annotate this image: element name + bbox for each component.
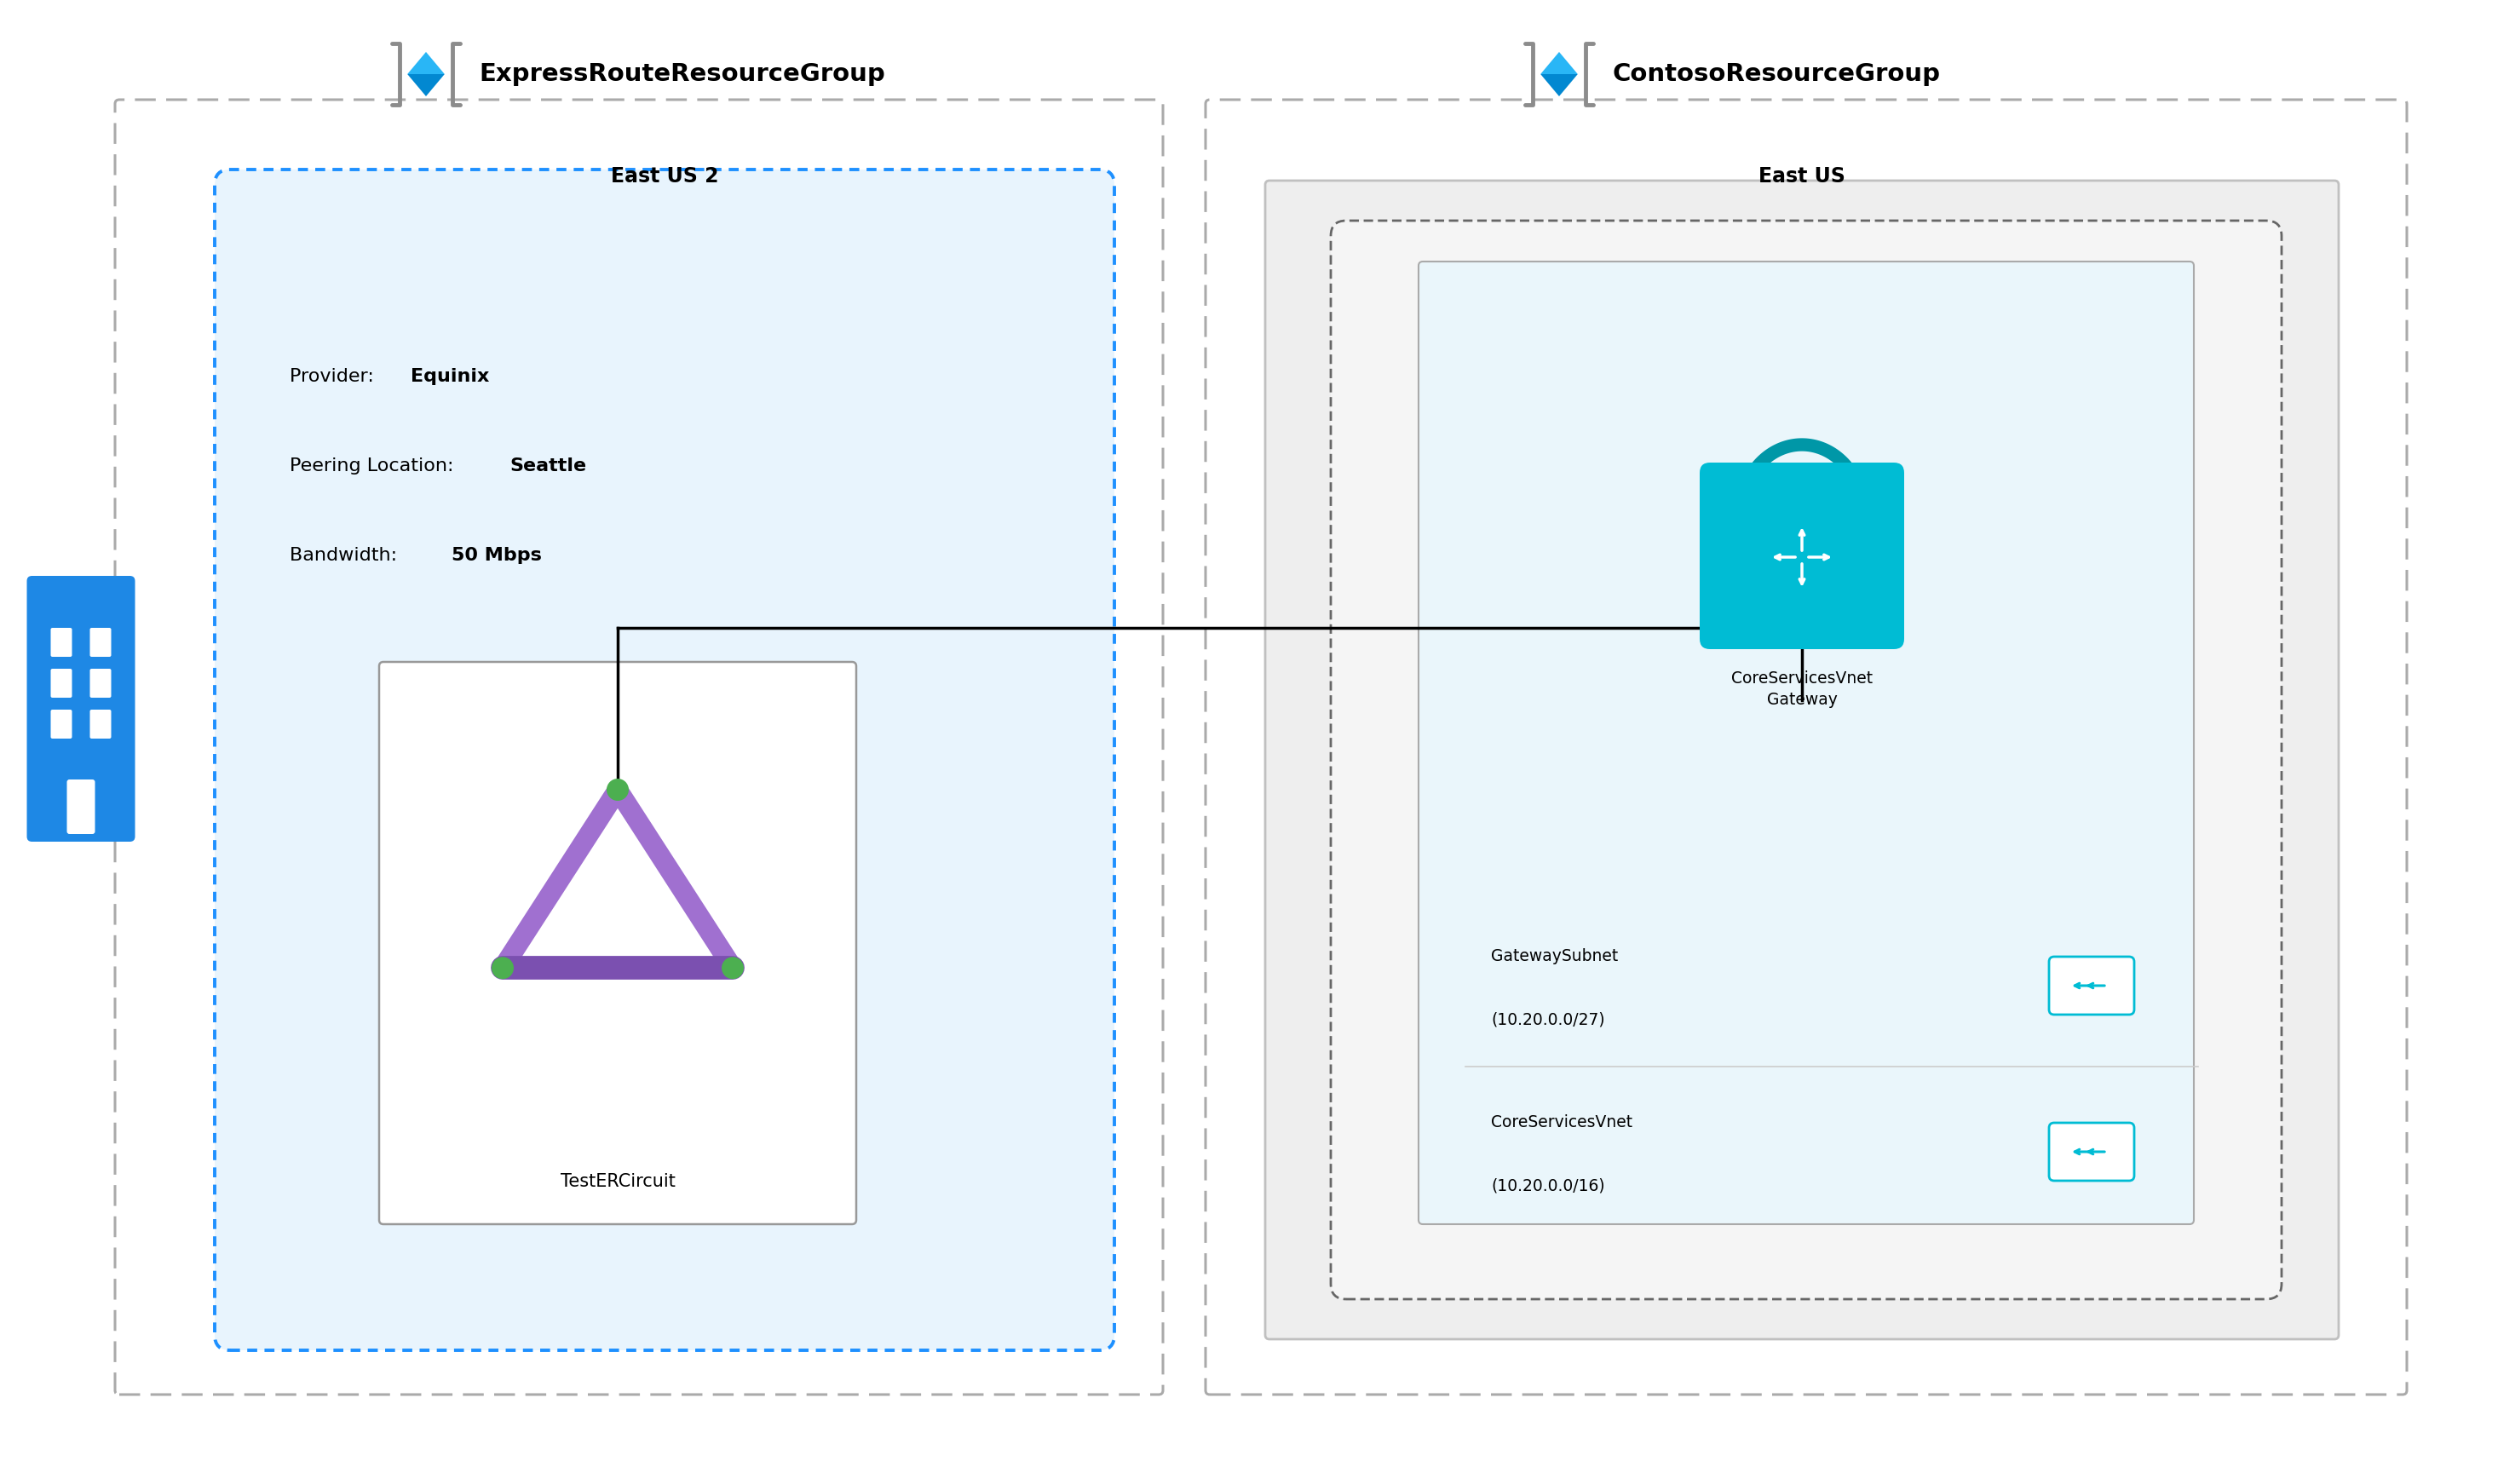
Text: Provider:: Provider: (290, 368, 380, 384)
FancyBboxPatch shape (115, 99, 1164, 1395)
FancyBboxPatch shape (1699, 463, 1903, 649)
Polygon shape (407, 52, 445, 74)
FancyBboxPatch shape (380, 662, 857, 1224)
FancyBboxPatch shape (50, 709, 72, 739)
Text: ContosoResourceGroup: ContosoResourceGroup (1611, 62, 1941, 86)
Text: East US: East US (1759, 166, 1846, 187)
FancyBboxPatch shape (50, 628, 72, 657)
Text: TestERCircuit: TestERCircuit (560, 1172, 674, 1190)
Text: Equinix: Equinix (410, 368, 490, 384)
FancyBboxPatch shape (90, 709, 112, 739)
FancyBboxPatch shape (215, 169, 1114, 1350)
Text: CoreServicesVnet: CoreServicesVnet (1491, 1114, 1634, 1129)
Polygon shape (1541, 52, 1579, 74)
Text: ExpressRouteResourceGroup: ExpressRouteResourceGroup (480, 62, 884, 86)
FancyBboxPatch shape (2048, 957, 2133, 1015)
Text: Bandwidth:: Bandwidth: (290, 548, 402, 564)
Polygon shape (1541, 74, 1579, 96)
Text: 50 Mbps: 50 Mbps (452, 548, 542, 564)
FancyBboxPatch shape (2048, 1123, 2133, 1181)
FancyBboxPatch shape (90, 628, 112, 657)
Point (597, 778, 637, 801)
Point (712, 956, 752, 979)
Point (482, 956, 522, 979)
Text: CoreServicesVnet
Gateway: CoreServicesVnet Gateway (1731, 671, 1874, 708)
Text: GatewaySubnet: GatewaySubnet (1491, 948, 1619, 965)
Text: Peering Location:: Peering Location: (290, 457, 460, 475)
Text: (10.20.0.0/16): (10.20.0.0/16) (1491, 1178, 1604, 1195)
FancyBboxPatch shape (90, 669, 112, 697)
Text: East US 2: East US 2 (610, 166, 719, 187)
FancyBboxPatch shape (1264, 181, 2338, 1339)
Text: (10.20.0.0/27): (10.20.0.0/27) (1491, 1012, 1604, 1028)
Polygon shape (407, 74, 445, 96)
FancyBboxPatch shape (1207, 99, 2408, 1395)
FancyBboxPatch shape (1331, 221, 2281, 1298)
FancyBboxPatch shape (50, 669, 72, 697)
Text: Seattle: Seattle (510, 457, 587, 475)
FancyBboxPatch shape (67, 779, 95, 834)
FancyBboxPatch shape (27, 576, 135, 841)
FancyBboxPatch shape (1419, 261, 2193, 1224)
